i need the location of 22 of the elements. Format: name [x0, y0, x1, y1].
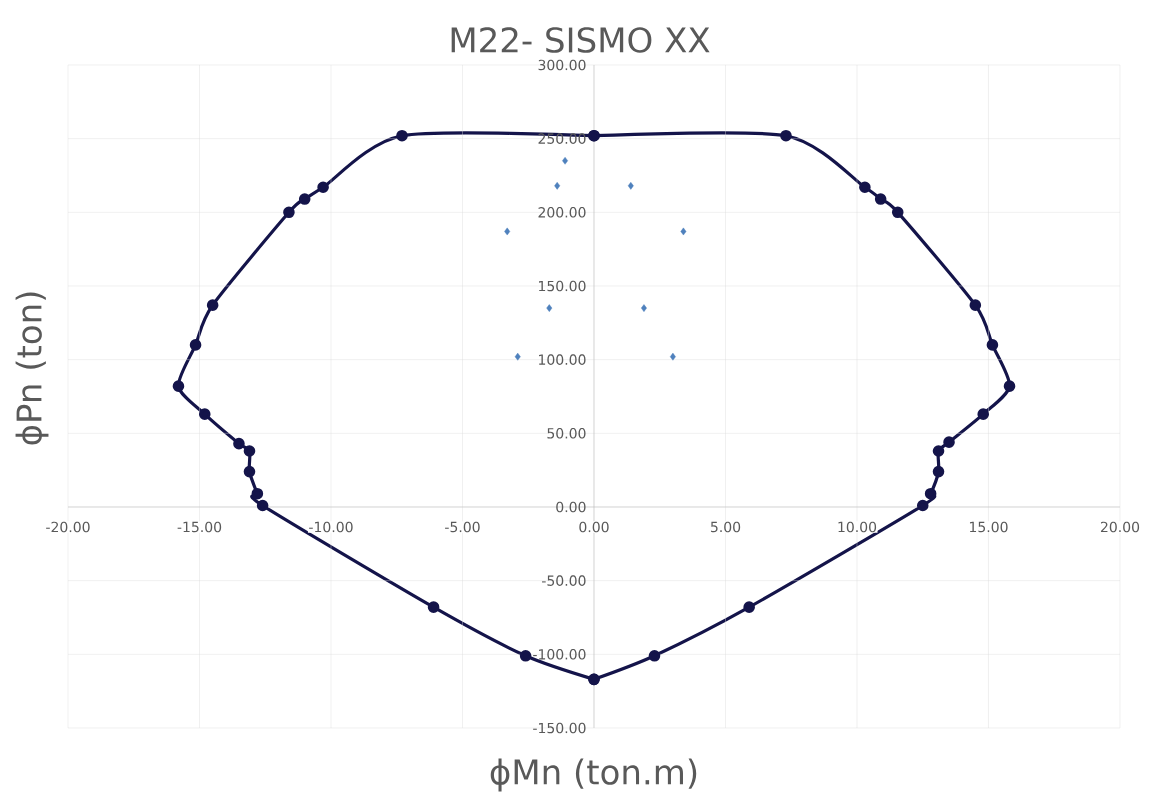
chart-title: M22- SISMO XX: [451, 27, 710, 53]
y-tick-label: 150.00: [539, 280, 586, 292]
x-tick-label: -20.00: [46, 521, 90, 533]
y-tick-label: 50.00: [547, 428, 586, 439]
x-tick-label: 10.00: [838, 521, 877, 533]
y-tick-label: 0.00: [556, 501, 586, 513]
y-tick-label: -100.00: [533, 649, 586, 660]
x-tick-label: 5.00: [710, 521, 741, 533]
x-tick-label: -15.00: [177, 521, 222, 533]
x-tick-label: 15.00: [969, 521, 1008, 533]
y-tick-label: -50.00: [542, 575, 586, 586]
y-tick-label: 100.00: [539, 354, 586, 365]
x-tick-label: 20.00: [1100, 521, 1140, 533]
x-axis-title: ϕMn (ton.m): [490, 758, 697, 792]
x-tick-label: -5.00: [445, 521, 480, 533]
x-tick-label: 0.00: [579, 521, 609, 533]
y-tick-label: 200.00: [538, 207, 586, 218]
y-axis-title: ϕPn (ton): [15, 292, 49, 445]
y-tick-label: 300.00: [538, 59, 586, 71]
y-tick-label: -150.00: [533, 722, 586, 734]
x-tick-label: -10.00: [309, 521, 353, 533]
y-tick-label: 250.00: [538, 133, 586, 144]
